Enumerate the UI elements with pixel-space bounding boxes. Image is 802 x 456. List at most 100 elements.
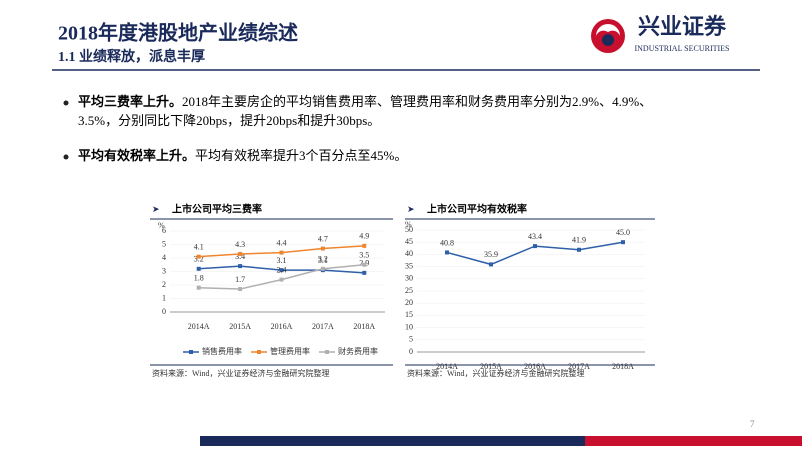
legend-label: 管理费用率: [270, 346, 310, 356]
data-point: [279, 268, 284, 273]
y-tick-label: 3: [162, 266, 166, 275]
legend-label: 销售费用率: [202, 346, 242, 356]
y-tick-label: 1: [162, 293, 166, 302]
data-label: 3.1: [318, 256, 328, 265]
y-tick-label: 45: [405, 237, 413, 246]
y-tick-label: 50: [405, 225, 413, 234]
data-label: 3.2: [194, 255, 204, 264]
x-tick-label: 2014A: [188, 322, 210, 331]
data-label: 1.8: [194, 274, 204, 283]
bullet-text-cont: 3.5%，分别同比下降20bps，提升20bps和提升30bps。: [78, 113, 380, 128]
bullet-body: 2018年主要房企的平均销售费用率、管理费用率和财务费用率分别为2.9%、4.9…: [182, 94, 652, 109]
data-label: 3.2: [318, 255, 328, 264]
data-label: 35.9: [484, 250, 498, 259]
data-point: [320, 266, 325, 271]
y-tick-label: 2: [162, 280, 166, 289]
y-tick-label: 4: [162, 253, 166, 262]
bullet-text: 平均三费率上升。2018年主要房企的平均销售费用率、管理费用率和财务费用率分别为…: [78, 94, 652, 109]
data-point: [362, 270, 367, 275]
data-label: 1.7: [235, 275, 245, 284]
data-point: [279, 250, 284, 255]
data-label: 41.9: [572, 236, 586, 245]
bullet-body: 平均有效税率提升3个百分点至45%。: [195, 148, 407, 163]
y-unit: %: [405, 220, 412, 229]
y-tick-label: 6: [162, 226, 166, 235]
slide-title: 2018年度港股地产业绩综述: [58, 21, 298, 45]
legend-marker: [189, 350, 193, 354]
x-tick-label: 2017A: [312, 322, 334, 331]
chart-title: 上市公司平均三费率: [172, 202, 262, 215]
data-point: [577, 247, 581, 252]
slide-subtitle: 1.1 业绩释放，派息丰厚: [58, 48, 205, 65]
data-point: [196, 285, 201, 290]
y-tick-label: 35: [405, 261, 413, 270]
bullet-dot: [63, 100, 69, 106]
data-label: 45.0: [616, 228, 630, 237]
data-label: 40.8: [440, 238, 454, 247]
y-tick-label: 20: [405, 298, 413, 307]
data-point: [238, 251, 243, 256]
bullet-text: 平均有效税率上升。平均有效税率提升3个百分点至45%。: [78, 148, 407, 163]
data-label: 4.7: [318, 234, 328, 243]
data-point: [279, 277, 284, 282]
y-tick-label: 30: [405, 274, 413, 283]
x-tick-label: 2015A: [480, 362, 502, 371]
legend-label: 财务费用率: [338, 346, 378, 356]
data-label: 4.3: [235, 240, 245, 249]
data-point: [238, 287, 243, 292]
chart-source: 资料来源：Wind，兴业证券经济与金融研究院整理: [407, 368, 584, 378]
y-unit: %: [158, 221, 165, 230]
x-tick-label: 2016A: [271, 322, 293, 331]
footer-bar-red: [585, 436, 802, 446]
data-point: [489, 262, 493, 267]
page-number: 7: [750, 419, 755, 429]
data-label: 3.4: [235, 252, 245, 261]
footer-bar: [200, 436, 585, 446]
bullet-bold: 平均有效税率上升。: [78, 148, 195, 163]
y-tick-label: 5: [162, 239, 166, 248]
logo-english: INDUSTRIAL SECURITIES: [634, 44, 729, 53]
data-label: 4.4: [277, 238, 287, 247]
legend-marker: [325, 350, 329, 354]
chart-marker: ➤: [152, 204, 160, 214]
chart-source: 资料来源：Wind，兴业证券经济与金融研究院整理: [152, 368, 329, 378]
data-point: [445, 250, 449, 255]
x-tick-label: 2018A: [612, 362, 634, 371]
data-label: 4.9: [359, 232, 369, 241]
y-tick-label: 5: [409, 335, 413, 344]
data-point: [238, 264, 243, 269]
y-tick-label: 10: [405, 322, 413, 331]
y-tick-label: 15: [405, 310, 413, 319]
bullet-dot: [63, 154, 69, 160]
x-tick-label: 2014A: [436, 362, 458, 371]
logo-swirl: [596, 24, 620, 36]
data-point: [196, 254, 201, 259]
y-tick-label: 40: [405, 249, 413, 258]
x-tick-label: 2017A: [568, 362, 590, 371]
x-tick-label: 2016A: [524, 362, 546, 371]
chart-marker: ➤: [407, 204, 415, 214]
data-point: [320, 246, 325, 251]
data-point: [533, 244, 537, 249]
y-tick-label: 0: [162, 307, 166, 316]
chart-title: 上市公司平均有效税率: [427, 202, 527, 215]
y-tick-label: 25: [405, 286, 413, 295]
logo-dot: [602, 34, 614, 46]
data-label: 43.4: [528, 232, 542, 241]
x-tick-label: 2018A: [353, 322, 375, 331]
data-point: [362, 262, 367, 267]
data-point: [196, 266, 201, 271]
data-label: 4.1: [194, 242, 204, 251]
bullet-bold: 平均三费率上升。: [78, 94, 182, 109]
data-point: [621, 240, 625, 245]
legend-marker: [257, 350, 261, 354]
data-label: 3.5: [359, 251, 369, 260]
x-tick-label: 2015A: [229, 322, 251, 331]
logo-text: 兴业证券: [638, 14, 727, 39]
data-point: [362, 243, 367, 248]
data-label: 2.4: [277, 265, 287, 274]
y-tick-label: 0: [409, 347, 413, 356]
data-label: 3.1: [277, 256, 287, 265]
